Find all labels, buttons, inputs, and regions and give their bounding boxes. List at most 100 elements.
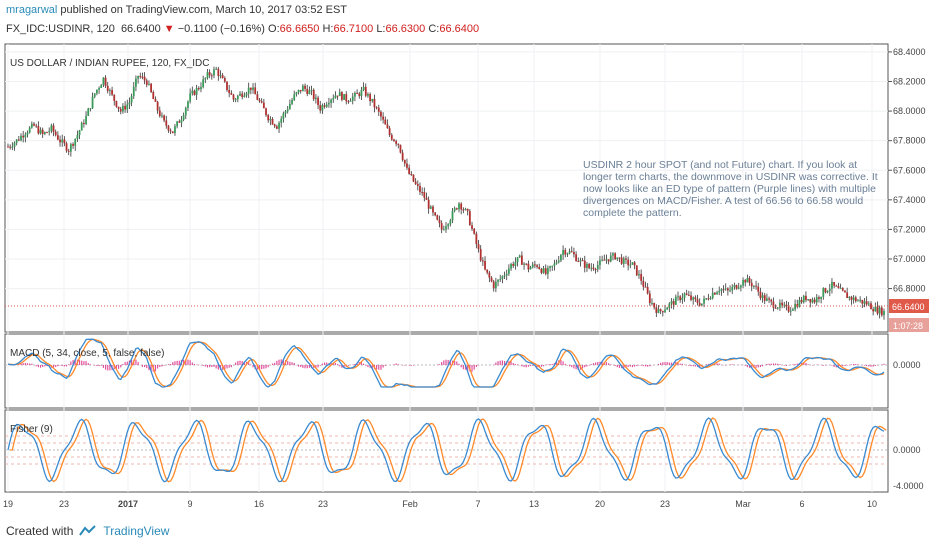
symbol-label[interactable]: FX_IDC:USDINR, 120	[6, 23, 115, 35]
candle-body	[501, 276, 504, 279]
candle-body	[126, 104, 129, 110]
candle-body	[642, 280, 645, 287]
candle-body	[792, 309, 794, 311]
candle-body	[499, 278, 502, 280]
candle-body	[273, 124, 276, 127]
candle-body	[377, 107, 380, 112]
candle-body	[755, 285, 757, 287]
candle-body	[876, 306, 879, 314]
time-tick-label: 13	[529, 499, 539, 509]
time-tick-label: 23	[660, 499, 670, 509]
candle-body	[583, 260, 586, 268]
candle-body	[716, 292, 718, 295]
candle-body	[360, 89, 363, 97]
candle-body	[375, 107, 378, 109]
candle-body	[724, 288, 727, 290]
candle-body	[529, 267, 532, 270]
candle-body	[549, 266, 551, 268]
candle-body	[158, 110, 161, 117]
candle-body	[451, 210, 454, 221]
low-label: L:	[376, 23, 386, 35]
candle-body	[59, 139, 61, 143]
candle-body	[494, 281, 497, 289]
candle-body	[228, 90, 231, 93]
candle-body	[685, 293, 688, 295]
candle-body	[553, 263, 556, 266]
candle-body	[245, 93, 248, 96]
candle-body	[13, 142, 16, 147]
candle-body	[859, 299, 862, 301]
time-tick-label: 23	[59, 499, 69, 509]
candle-body	[178, 121, 181, 123]
candle-body	[262, 102, 265, 109]
candle-body	[69, 144, 72, 152]
candle-body	[249, 87, 252, 90]
candle-body	[557, 260, 560, 263]
price-change: −0.1100 (−0.16%)	[177, 23, 265, 35]
candle-body	[555, 262, 558, 264]
candle-body	[802, 295, 805, 303]
candle-body	[787, 305, 790, 312]
candle-body	[484, 260, 486, 270]
candle-body	[232, 94, 235, 100]
candle-body	[176, 121, 179, 127]
candle-body	[239, 93, 241, 96]
candle-body	[518, 255, 521, 258]
time-tick-label: Feb	[402, 499, 418, 509]
countdown-tag	[889, 318, 929, 332]
candle-body	[247, 87, 250, 94]
candle-body	[781, 302, 783, 306]
time-tick-label: 23	[318, 499, 328, 509]
candle-body	[195, 87, 198, 95]
candle-body	[364, 86, 367, 96]
tradingview-brand[interactable]: TradingView	[103, 524, 170, 538]
candle-body	[852, 297, 855, 300]
candle-body	[388, 128, 391, 135]
candle-body	[455, 208, 458, 210]
candle-body	[223, 78, 226, 82]
candle-body	[295, 92, 298, 95]
candle-body	[475, 233, 478, 245]
time-tick-label: 7	[475, 499, 480, 509]
candle-body	[594, 269, 597, 271]
candle-body	[618, 257, 621, 259]
candle-body	[811, 299, 814, 303]
candle-body	[709, 298, 712, 300]
candle-body	[753, 285, 755, 287]
candle-body	[870, 303, 872, 310]
publish-info: mragarwal published on TradingView.com, …	[6, 4, 347, 16]
candle-body	[629, 264, 632, 266]
author-link[interactable]: mragarwal	[6, 4, 58, 16]
candle-body	[846, 292, 849, 299]
candle-body	[488, 272, 491, 278]
candle-body	[156, 101, 159, 111]
candle-body	[260, 101, 263, 103]
candle-body	[746, 277, 749, 283]
candle-body	[80, 122, 83, 131]
candle-body	[486, 269, 489, 273]
candle-body	[301, 85, 304, 92]
candle-body	[286, 109, 289, 112]
candle-body	[269, 118, 272, 121]
candle-body	[386, 124, 389, 129]
candle-body	[234, 99, 237, 101]
time-tick-label: 6	[799, 499, 804, 509]
candle-body	[141, 76, 144, 78]
candle-body	[824, 288, 827, 293]
candle-body	[30, 123, 33, 128]
candle-body	[63, 139, 66, 144]
candle-body	[11, 146, 14, 148]
candle-body	[215, 68, 218, 70]
candle-body	[713, 292, 716, 295]
time-tick-label: 19	[3, 499, 13, 509]
candle-body	[635, 265, 638, 276]
candle-body	[117, 106, 120, 109]
candle-body	[599, 260, 601, 266]
price-tick-label: 66.8000	[893, 284, 926, 294]
candle-body	[748, 277, 751, 283]
candle-body	[653, 303, 656, 308]
candle-body	[659, 309, 662, 312]
candle-body	[670, 301, 673, 304]
candle-body	[657, 309, 660, 313]
